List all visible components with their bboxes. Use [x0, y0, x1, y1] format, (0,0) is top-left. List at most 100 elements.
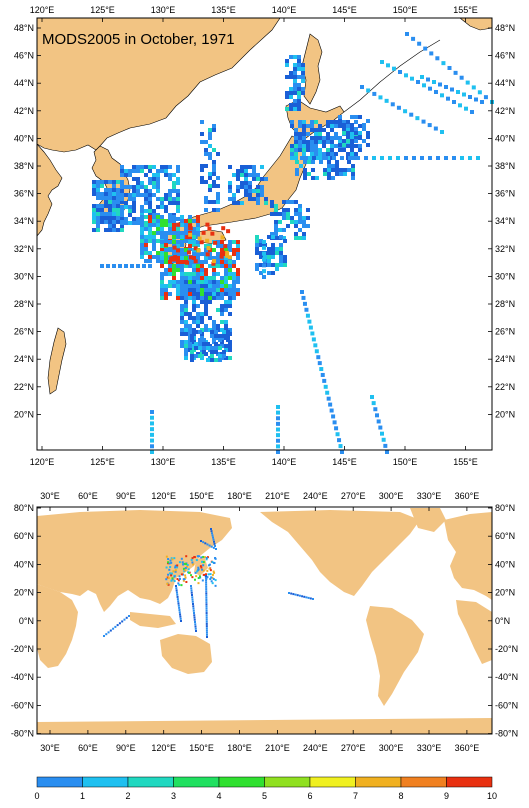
obs-cell [351, 164, 355, 168]
obs-cell [476, 156, 480, 160]
bottom-lat-label: 60°N [14, 531, 34, 541]
obs-cell [224, 280, 228, 284]
obs-cell [205, 577, 208, 580]
obs-cell [152, 165, 156, 169]
obs-cell [198, 342, 202, 346]
obs-cell [208, 563, 211, 566]
obs-cell [191, 596, 194, 599]
obs-cell [116, 196, 120, 200]
obs-cell [196, 276, 200, 280]
bottom-lon-label-bottom: 90°E [116, 743, 136, 753]
obs-cell [346, 131, 350, 135]
bottom-lat-label-right: -60°N [495, 700, 518, 710]
obs-cell [411, 36, 416, 41]
obs-cell [331, 414, 336, 419]
obs-cell [167, 562, 170, 565]
obs-cell [236, 177, 240, 181]
obs-cell [188, 328, 192, 332]
obs-cell [212, 320, 216, 324]
obs-cell [318, 152, 322, 156]
obs-cell [323, 168, 327, 172]
obs-cell [156, 169, 160, 173]
obs-cell [124, 173, 128, 177]
obs-cell [275, 251, 279, 255]
obs-cell [205, 581, 208, 584]
obs-cell [226, 330, 230, 334]
obs-cell [294, 156, 298, 160]
obs-cell [286, 216, 290, 220]
obs-cell [204, 328, 208, 332]
obs-cell [140, 227, 144, 231]
obs-cell [289, 91, 293, 95]
obs-cell [112, 224, 116, 228]
obs-cell [152, 177, 156, 181]
colorbar-label: 7 [353, 791, 358, 801]
obs-cell [212, 292, 216, 296]
obs-cell [211, 532, 213, 535]
obs-cell [184, 252, 188, 256]
obs-cell [283, 239, 287, 243]
obs-cell [180, 248, 184, 252]
obs-cell [293, 71, 297, 75]
obs-cell [346, 128, 350, 132]
bottom-lon-label-bottom: 180°E [227, 743, 252, 753]
obs-cell [197, 566, 200, 569]
obs-cell [168, 223, 172, 227]
obs-cell [176, 595, 179, 598]
obs-cell [156, 227, 160, 231]
obs-cell [318, 140, 322, 144]
obs-cell [428, 156, 432, 160]
obs-cell [375, 413, 379, 418]
obs-cell [293, 79, 297, 83]
obs-cell [323, 172, 327, 176]
obs-cell [187, 568, 190, 571]
obs-cell [403, 109, 408, 114]
obs-cell [200, 566, 203, 569]
bottom-lat-label: 80°N [14, 503, 34, 513]
obs-cell [205, 616, 208, 619]
obs-cell [427, 123, 432, 128]
obs-cell [182, 579, 185, 582]
colorbar-cell [400, 776, 447, 788]
obs-cell [156, 197, 160, 201]
obs-cell [100, 212, 104, 216]
top-lat-label-right: 26°N [495, 327, 515, 337]
bottom-lon-label-bottom: 240°E [303, 743, 328, 753]
obs-cell [311, 160, 315, 164]
obs-cell [294, 232, 298, 236]
obs-cell [271, 251, 275, 255]
obs-cell [171, 257, 176, 262]
obs-cell [216, 260, 220, 264]
obs-cell [306, 224, 310, 228]
obs-cell [186, 563, 189, 566]
obs-cell [224, 264, 228, 268]
obs-cell [192, 300, 196, 304]
obs-cell [188, 571, 191, 574]
obs-cell [282, 216, 286, 220]
obs-cell [311, 168, 315, 172]
obs-cell [342, 148, 346, 152]
obs-cell [196, 227, 200, 231]
obs-cell [168, 280, 172, 284]
top-lat-label-right: 46°N [495, 51, 515, 61]
bottom-lon-label-bottom: 330°E [417, 743, 442, 753]
obs-cell [297, 55, 301, 59]
obs-cell [232, 276, 236, 280]
obs-cell [240, 173, 244, 177]
obs-cell [285, 95, 289, 99]
obs-cell [220, 320, 224, 324]
obs-cell [295, 168, 299, 172]
obs-cell [236, 268, 240, 272]
obs-cell [160, 205, 164, 209]
obs-cell [188, 232, 193, 237]
obs-cell [212, 200, 216, 204]
obs-cell [208, 256, 212, 260]
obs-cell [179, 615, 182, 618]
obs-cell [177, 582, 180, 585]
obs-cell [156, 215, 160, 219]
obs-cell [114, 625, 117, 628]
obs-cell [318, 132, 322, 136]
obs-cell [283, 259, 287, 263]
obs-cell [262, 245, 266, 250]
obs-cell [156, 251, 160, 255]
